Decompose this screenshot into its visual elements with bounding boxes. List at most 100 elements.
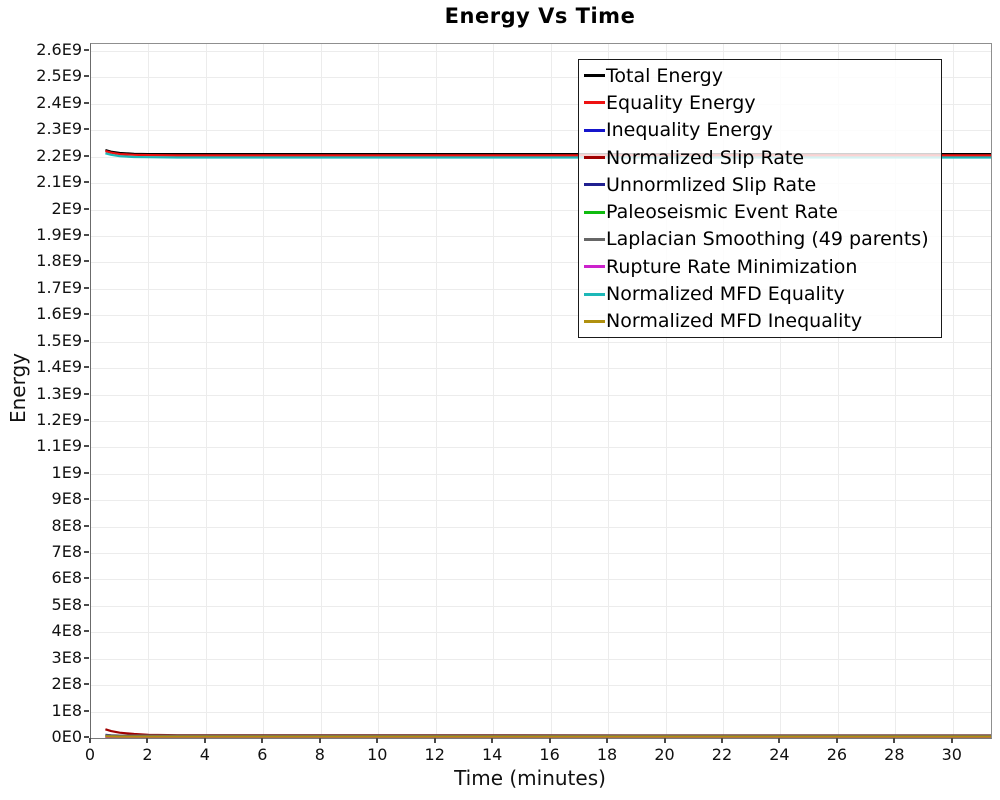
x-tick-mark xyxy=(89,738,91,743)
y-gridline xyxy=(91,711,991,713)
legend-label: Normalized Slip Rate xyxy=(606,146,805,169)
y-tick-mark xyxy=(84,445,89,448)
x-tick-mark xyxy=(433,738,436,743)
y-tick-label: 8E8 xyxy=(51,515,82,535)
y-tick-label: 1.9E9 xyxy=(36,224,82,244)
y-gridline xyxy=(91,315,991,317)
legend-item: Unnormlized Slip Rate xyxy=(584,171,941,198)
x-gridline xyxy=(837,44,839,738)
legend-label: Normalized MFD Equality xyxy=(606,283,845,306)
y-tick-label: 1.7E9 xyxy=(36,277,82,297)
x-tick-mark xyxy=(720,738,723,743)
legend-swatch-line xyxy=(584,292,605,296)
legend-item: Inequality Energy xyxy=(584,117,941,144)
y-gridline xyxy=(91,235,991,237)
x-gridline xyxy=(550,44,552,738)
series-line-equality-energy xyxy=(105,150,991,157)
legend-swatch-line xyxy=(584,183,605,187)
legend-item: Normalized MFD Equality xyxy=(584,281,941,308)
x-gridline xyxy=(148,44,150,738)
y-gridline xyxy=(91,526,991,528)
y-tick-mark xyxy=(84,392,89,395)
x-gridline xyxy=(608,44,610,738)
y-gridline xyxy=(91,473,991,475)
y-tick-label: 1.3E9 xyxy=(36,383,82,403)
x-tick-label: 12 xyxy=(424,745,445,764)
y-gridline xyxy=(91,183,991,185)
y-tick-mark xyxy=(84,551,89,554)
legend-item: Total Energy xyxy=(584,62,941,89)
x-tick-mark xyxy=(835,738,838,743)
y-tick-mark xyxy=(84,207,89,210)
legend-swatch-line xyxy=(584,265,605,269)
x-tick-label: 16 xyxy=(539,745,560,764)
y-tick-label: 7E8 xyxy=(51,542,82,562)
y-gridline xyxy=(91,447,991,449)
x-tick-label: 6 xyxy=(257,745,268,764)
chart-title: Energy Vs Time xyxy=(444,4,636,28)
series-line-normalized-mfd-equality xyxy=(105,152,991,159)
y-gridline xyxy=(91,553,991,555)
x-tick-mark xyxy=(893,738,896,743)
y-tick-mark xyxy=(84,339,89,342)
x-tick-label: 22 xyxy=(711,745,733,764)
y-tick-label: 0E0 xyxy=(51,727,82,746)
y-tick-mark xyxy=(84,498,89,501)
x-gridline xyxy=(895,44,897,738)
x-tick-mark xyxy=(548,738,551,743)
y-gridline xyxy=(91,685,991,687)
y-gridline xyxy=(91,288,991,290)
legend-label: Total Energy xyxy=(606,64,723,87)
x-tick-label: 28 xyxy=(884,745,905,764)
plot-area: Total Energy Equality Energy Inequality En… xyxy=(90,43,992,739)
y-tick-mark xyxy=(84,630,89,633)
y-tick-label: 2.2E9 xyxy=(36,145,82,165)
legend-swatch-line xyxy=(584,101,605,105)
y-tick-mark xyxy=(84,75,89,78)
y-tick-mark xyxy=(84,154,89,157)
legend-label: Paleoseismic Event Rate xyxy=(606,201,838,224)
y-tick-label: 1E9 xyxy=(51,462,82,482)
y-tick-mark xyxy=(84,260,89,263)
y-tick-mark xyxy=(84,471,89,474)
y-tick-label: 2.6E9 xyxy=(36,40,82,59)
legend-swatch-line xyxy=(584,128,605,132)
x-tick-mark xyxy=(318,738,321,743)
y-tick-mark xyxy=(84,313,89,316)
y-gridline xyxy=(91,77,991,79)
y-gridline xyxy=(91,341,991,343)
y-tick-mark xyxy=(84,181,89,184)
y-gridline xyxy=(91,605,991,607)
x-tick-label: 2 xyxy=(142,745,153,764)
x-tick-mark xyxy=(606,738,609,743)
x-tick-mark xyxy=(203,738,206,743)
y-tick-label: 2.1E9 xyxy=(36,172,82,192)
y-tick-mark xyxy=(84,418,89,421)
x-tick-mark xyxy=(950,738,953,743)
x-tick-mark xyxy=(261,738,264,743)
legend-swatch-line xyxy=(584,74,605,78)
y-gridline xyxy=(91,632,991,634)
y-tick-label: 6E8 xyxy=(51,568,82,588)
y-tick-label: 5E8 xyxy=(51,594,82,614)
x-tick-label: 10 xyxy=(367,745,388,764)
x-gridline xyxy=(665,44,667,738)
legend-item: Paleoseismic Event Rate xyxy=(584,199,941,226)
legend-item: Equality Energy xyxy=(584,89,941,116)
legend: Total Energy Equality Energy Inequality En… xyxy=(578,59,942,338)
x-tick-mark xyxy=(376,738,379,743)
y-gridline xyxy=(91,658,991,660)
legend-item: Laplacian Smoothing (49 parents) xyxy=(584,226,941,253)
y-tick-mark xyxy=(84,128,89,131)
legend-label: Inequality Energy xyxy=(606,119,773,142)
x-tick-mark xyxy=(146,738,149,743)
x-tick-label: 14 xyxy=(481,745,503,764)
x-tick-mark xyxy=(663,738,666,743)
legend-swatch-line xyxy=(584,210,605,214)
legend-label: Unnormlized Slip Rate xyxy=(606,173,817,196)
y-tick-label: 9E8 xyxy=(51,489,82,509)
y-gridline xyxy=(91,51,991,52)
x-tick-label: 30 xyxy=(941,745,962,764)
y-tick-mark xyxy=(84,709,89,712)
